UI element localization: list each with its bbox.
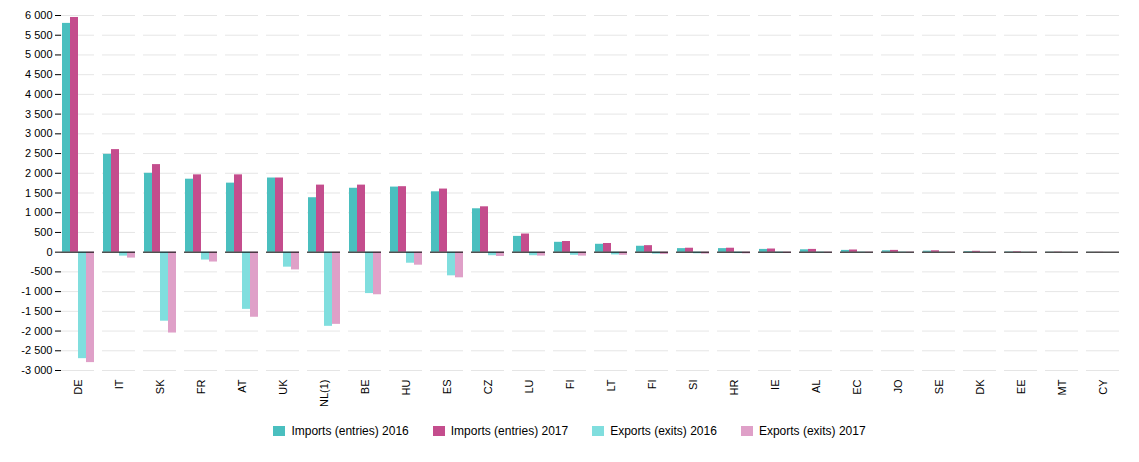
svg-text:-2 500: -2 500 <box>21 344 52 356</box>
html-text:Exports (exits) 2017: Exports (exits) 2017 <box>758 424 866 438</box>
svg-text:4 500: 4 500 <box>25 68 53 80</box>
svg-text:FR: FR <box>195 379 207 394</box>
svg-text:-3 000: -3 000 <box>21 364 52 376</box>
svg-text:5 500: 5 500 <box>25 29 53 41</box>
svg-text:1 500: 1 500 <box>25 187 53 199</box>
svg-text:FI: FI <box>646 380 658 390</box>
svg-text:3 500: 3 500 <box>25 108 53 120</box>
svg-text:0: 0 <box>46 246 52 258</box>
svg-text:FI: FI <box>564 380 576 390</box>
svg-text:-1 500: -1 500 <box>21 305 52 317</box>
svg-text:SK: SK <box>154 379 166 394</box>
svg-text:2 000: 2 000 <box>25 167 53 179</box>
svg-text:BE: BE <box>359 380 371 395</box>
svg-text:-500: -500 <box>30 265 52 277</box>
svg-text:500: 500 <box>34 226 52 238</box>
html-text:Exports (exits) 2016: Exports (exits) 2016 <box>610 424 717 438</box>
svg-text:CY: CY <box>1097 379 1109 395</box>
svg-text:SE: SE <box>933 380 945 395</box>
svg-text:1 000: 1 000 <box>25 206 53 218</box>
html-text:Imports (entries) 2016: Imports (entries) 2016 <box>291 424 409 438</box>
svg-text:LT: LT <box>605 379 617 391</box>
svg-text:UK: UK <box>277 379 289 395</box>
svg-text:HU: HU <box>400 379 412 395</box>
svg-text:DE: DE <box>72 380 84 395</box>
svg-text:EC: EC <box>851 379 863 394</box>
html-text:Imports (entries) 2017: Imports (entries) 2017 <box>450 424 569 438</box>
svg-text:MT: MT <box>1056 379 1068 395</box>
svg-text:LU: LU <box>523 379 535 393</box>
svg-text:HR: HR <box>728 379 740 395</box>
svg-text:-1 000: -1 000 <box>21 285 52 297</box>
svg-text:NL(1): NL(1) <box>318 380 330 408</box>
svg-text:AT: AT <box>236 379 248 393</box>
svg-text:DK: DK <box>974 379 986 395</box>
svg-text:CZ: CZ <box>482 379 494 394</box>
svg-text:IE: IE <box>769 380 781 390</box>
svg-text:EE: EE <box>1015 380 1027 395</box>
svg-text:AL: AL <box>810 380 822 393</box>
svg-text:5 000: 5 000 <box>25 48 53 60</box>
svg-text:JO: JO <box>892 379 904 394</box>
svg-text:ES: ES <box>441 380 453 395</box>
svg-text:2 500: 2 500 <box>25 147 53 159</box>
svg-text:4 000: 4 000 <box>25 88 53 100</box>
svg-text:6 000: 6 000 <box>25 9 53 21</box>
svg-text:IT: IT <box>113 379 125 389</box>
svg-text:-2 000: -2 000 <box>21 325 52 337</box>
svg-text:3 000: 3 000 <box>25 127 53 139</box>
svg-text:SI: SI <box>687 380 699 390</box>
